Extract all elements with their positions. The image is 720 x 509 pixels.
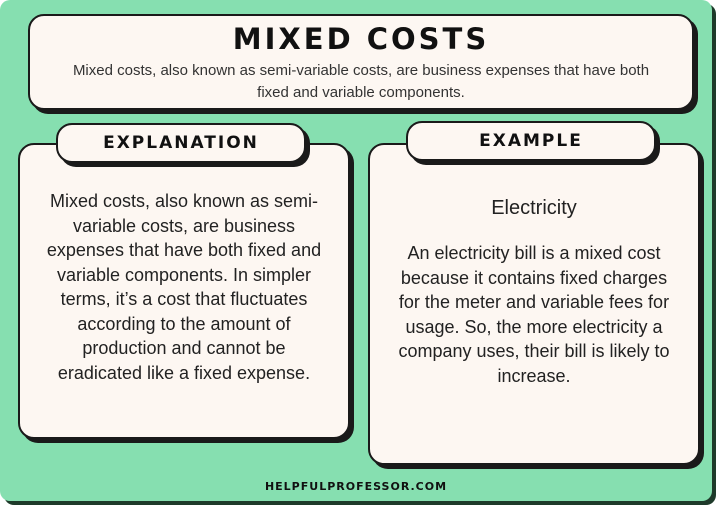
example-line: An electricity bill is a mixed cost [407, 243, 661, 263]
example-line: because it contains fixed charges [400, 267, 668, 288]
example-line: usage. So, the more electricity a [405, 316, 663, 337]
subtitle: Mixed costs, also known as semi-variable… [40, 60, 682, 104]
example-line: company uses, their bill is likely to [398, 341, 670, 361]
page-title: MIXED COSTS [232, 22, 490, 56]
explanation-line: terms, it’s a cost that fluctuates [60, 289, 308, 309]
explanation-text: Mixed costs, also known as semi- variabl… [20, 189, 348, 385]
subtitle-line: Mixed costs, also known as semi-variable… [72, 62, 650, 79]
explanation-line: variable costs, are business [72, 215, 296, 236]
example-tab: EXAMPLE [406, 121, 656, 161]
example-title: Electricity [491, 197, 577, 219]
explanation-tab: EXPLANATION [56, 123, 306, 163]
footer-credit: HELPFULPROFESSOR.COM [264, 480, 448, 493]
explanation-line: variable components. In simpler [56, 264, 312, 285]
explanation-line: expenses that have both fixed and [46, 240, 322, 260]
header-card: MIXED COSTS Mixed costs, also known as s… [28, 14, 694, 110]
explanation-card: Mixed costs, also known as semi- variabl… [18, 143, 350, 439]
example-line: for the meter and variable fees for [398, 292, 670, 312]
example-line: increase. [497, 365, 571, 386]
explanation-line: production and cannot be [82, 338, 286, 358]
subtitle-line: fixed and variable components. [257, 84, 465, 101]
example-text: An electricity bill is a mixed cost beca… [370, 241, 698, 388]
explanation-line: Mixed costs, also known as semi- [49, 191, 319, 211]
example-card: Electricity An electricity bill is a mix… [368, 143, 700, 465]
explanation-line: according to the amount of [77, 313, 291, 334]
infographic-frame: MIXED COSTS Mixed costs, also known as s… [0, 0, 712, 501]
explanation-line: eradicated like a fixed expense. [57, 362, 311, 383]
